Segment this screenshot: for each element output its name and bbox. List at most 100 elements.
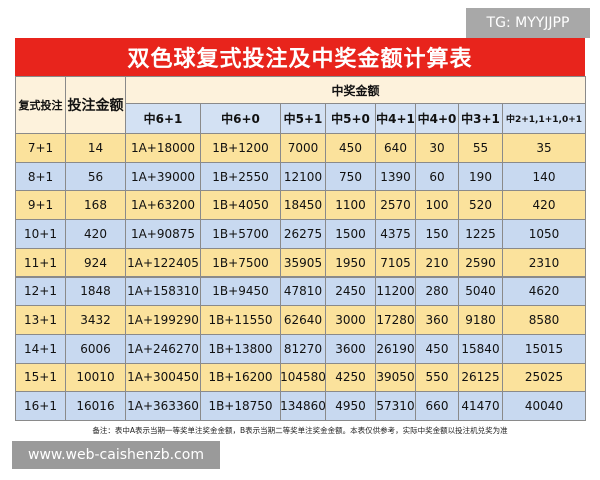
table-cell: 924: [65, 247, 126, 278]
subheader-cell: 中6+0: [200, 103, 281, 134]
table-cell: 39050: [375, 362, 416, 393]
table-cell: 40040: [502, 391, 586, 421]
table-cell: 81270: [280, 333, 326, 364]
table-cell: 25025: [502, 362, 586, 393]
table-cell: 1100: [325, 190, 376, 221]
table-cell: 8+1: [15, 161, 66, 192]
table-cell: 7000: [280, 133, 326, 163]
subheader-cell: 中4+0: [415, 103, 459, 134]
table-cell: 1B+5700: [200, 219, 281, 249]
table-cell: 150: [415, 219, 459, 249]
watermark-top: TG: MYYJJPP: [466, 8, 590, 38]
table-cell: 1A+300450: [125, 362, 201, 393]
table-cell: 7+1: [15, 133, 66, 163]
table-cell: 1A+158310: [125, 276, 201, 307]
table-cell: 100: [415, 190, 459, 221]
table-cell: 1A+363360: [125, 391, 201, 421]
subheader-cell: 中5+1: [280, 103, 326, 134]
table-cell: 4950: [325, 391, 376, 421]
table-cell: 2590: [458, 247, 503, 278]
table-cell: 1A+199290: [125, 305, 201, 335]
table-cell: 1B+11550: [200, 305, 281, 335]
table-cell: 4375: [375, 219, 416, 249]
table-cell: 1A+18000: [125, 133, 201, 163]
table-cell: 190: [458, 161, 503, 192]
subheader-cell: 中6+1: [125, 103, 201, 134]
subheader-cell: 中4+1: [375, 103, 416, 134]
table-cell: 2450: [325, 276, 376, 307]
table-cell: 1050: [502, 219, 586, 249]
table-cell: 10010: [65, 362, 126, 393]
table-cell: 5040: [458, 276, 503, 307]
table-cell: 3600: [325, 333, 376, 364]
table-cell: 10+1: [15, 219, 66, 249]
table-cell: 104580: [280, 362, 326, 393]
table-cell: 1B+1200: [200, 133, 281, 163]
table-cell: 360: [415, 305, 459, 335]
table-cell: 1B+4050: [200, 190, 281, 221]
table-cell: 56: [65, 161, 126, 192]
table-cell: 1B+9450: [200, 276, 281, 307]
table-cell: 1B+7500: [200, 247, 281, 278]
table-cell: 140: [502, 161, 586, 192]
table-cell: 14: [65, 133, 126, 163]
subheader-cell: 中3+1: [458, 103, 503, 134]
table-cell: 13+1: [15, 305, 66, 335]
table-cell: 17280: [375, 305, 416, 335]
table-cell: 14+1: [15, 333, 66, 364]
table-cell: 1A+63200: [125, 190, 201, 221]
table-cell: 35905: [280, 247, 326, 278]
table-cell: 520: [458, 190, 503, 221]
table-cell: 9+1: [15, 190, 66, 221]
subheader-cell: 中2+1,1+1,0+1: [502, 103, 586, 134]
table-cell: 1A+39000: [125, 161, 201, 192]
table-cell: 3000: [325, 305, 376, 335]
table-cell: 6006: [65, 333, 126, 364]
table-cell: 55: [458, 133, 503, 163]
table-cell: 210: [415, 247, 459, 278]
table-cell: 26125: [458, 362, 503, 393]
header-cell: 中奖金额: [125, 76, 586, 104]
table-cell: 60: [415, 161, 459, 192]
note: 备注：表中A表示当期一等奖单注奖金金额，B表示当期二等奖单注奖金金额。本表仅供参…: [92, 425, 508, 435]
table-cell: 1A+122405: [125, 247, 201, 278]
table-cell: 420: [502, 190, 586, 221]
table-cell: 57310: [375, 391, 416, 421]
table-cell: 12+1: [15, 276, 66, 307]
table-cell: 30: [415, 133, 459, 163]
table-cell: 15840: [458, 333, 503, 364]
table-cell: 550: [415, 362, 459, 393]
table-cell: 4250: [325, 362, 376, 393]
table-cell: 1B+16200: [200, 362, 281, 393]
table-cell: 1A+90875: [125, 219, 201, 249]
table-cell: 450: [415, 333, 459, 364]
header-cell: 复式投注: [15, 76, 66, 134]
table-cell: 1A+246270: [125, 333, 201, 364]
table-cell: 4620: [502, 276, 586, 307]
watermark-bottom: www.web-caishenzb.com: [12, 441, 220, 469]
title: 双色球复式投注及中奖金额计算表: [15, 38, 585, 76]
table-cell: 15+1: [15, 362, 66, 393]
table-cell: 1B+13800: [200, 333, 281, 364]
table-cell: 41470: [458, 391, 503, 421]
table-cell: 3432: [65, 305, 126, 335]
table-cell: 1B+18750: [200, 391, 281, 421]
table-cell: 11200: [375, 276, 416, 307]
table-cell: 35: [502, 133, 586, 163]
table-cell: 18450: [280, 190, 326, 221]
table-cell: 26190: [375, 333, 416, 364]
table-cell: 420: [65, 219, 126, 249]
table-cell: 16+1: [15, 391, 66, 421]
subheader-cell: 中5+0: [325, 103, 376, 134]
table-cell: 750: [325, 161, 376, 192]
table-cell: 12100: [280, 161, 326, 192]
table-cell: 1390: [375, 161, 416, 192]
table-cell: 9180: [458, 305, 503, 335]
table-cell: 47810: [280, 276, 326, 307]
table-cell: 8580: [502, 305, 586, 335]
table-cell: 168: [65, 190, 126, 221]
header-cell: 投注金额: [65, 76, 126, 134]
table-cell: 2310: [502, 247, 586, 278]
table-cell: 1225: [458, 219, 503, 249]
